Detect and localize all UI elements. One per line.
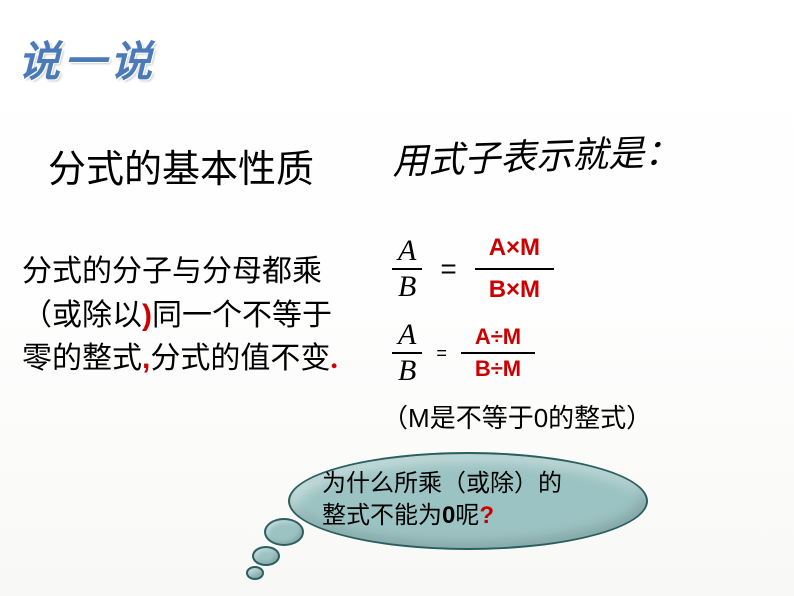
- cloud-line1: 为什么所乘（或除）的: [322, 470, 562, 497]
- body-line2a: （或除以: [22, 299, 142, 332]
- eq2-right-fraction: A÷M B÷M: [461, 322, 535, 384]
- body-dot: .: [330, 342, 338, 375]
- body-line3b: 分式的值不变: [150, 342, 330, 375]
- body-line1: 分式的分子与分母都乘: [22, 255, 322, 288]
- eq2-right-num: A÷M: [461, 322, 535, 352]
- note-open: （: [382, 404, 408, 433]
- cloud-qmark: ?: [479, 502, 494, 529]
- equation-1: A B = A×M B×M: [392, 232, 554, 306]
- page-title: 说一说: [18, 28, 156, 89]
- note-end: 的整式）: [548, 404, 652, 433]
- condition-note: （M是不等于0的整式）: [382, 398, 652, 435]
- note-m: M: [408, 403, 430, 433]
- eq1-equals: =: [440, 253, 456, 285]
- cloud-bubble-1: [264, 518, 304, 546]
- eq1-left-num: A: [392, 234, 422, 268]
- cloud-zero: 0: [442, 502, 455, 529]
- eq1-right-fraction: A×M B×M: [475, 232, 554, 306]
- eq2-left-den: B: [392, 352, 422, 388]
- cloud-bubble-3: [246, 566, 264, 580]
- equation-2: A B = A÷M B÷M: [392, 318, 535, 388]
- cloud-line2a: 整式不能为: [322, 502, 442, 529]
- eq2-equals: =: [436, 343, 447, 364]
- eq1-right-den: B×M: [475, 268, 554, 306]
- eq2-left-fraction: A B: [392, 318, 422, 388]
- body-line3a: 零的整式: [22, 342, 142, 375]
- body-line2b: 同一个不等于: [152, 299, 332, 332]
- eq2-right-den: B÷M: [461, 352, 535, 384]
- cloud-bubble-2: [252, 546, 280, 566]
- body-paragraph: 分式的分子与分母都乘 （或除以)同一个不等于 零的整式,分式的值不变.: [22, 250, 382, 381]
- eq2-left-num: A: [392, 318, 422, 352]
- cloud-text: 为什么所乘（或除）的 整式不能为0呢?: [322, 468, 622, 533]
- section-title: 分式的基本性质: [48, 138, 314, 193]
- note-zero: 0: [534, 403, 548, 433]
- cloud-line2b: 呢: [455, 502, 479, 529]
- eq1-right-num: A×M: [475, 232, 554, 268]
- eq1-left-fraction: A B: [392, 234, 422, 304]
- expression-intro: 用式子表示就是：: [391, 123, 681, 185]
- body-paren: ): [142, 299, 152, 332]
- eq1-left-den: B: [392, 268, 422, 304]
- note-mid: 是不等于: [430, 404, 534, 433]
